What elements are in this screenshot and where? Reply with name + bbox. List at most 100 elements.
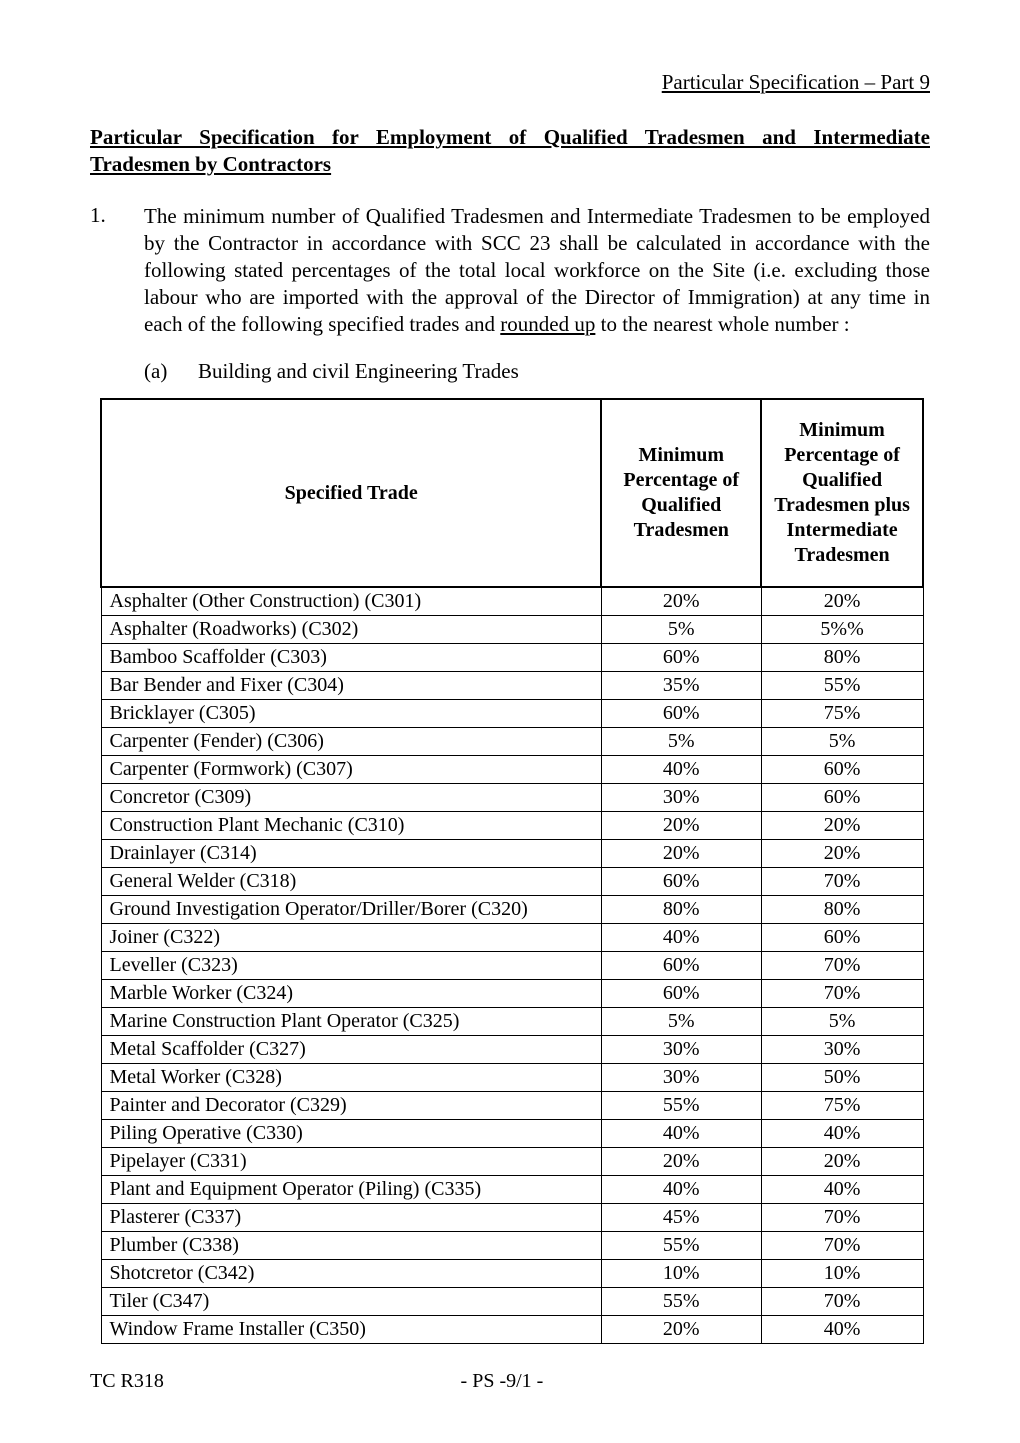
sub-item-a: (a) Building and civil Engineering Trade… [144, 359, 930, 384]
table-row: Tiler (C347)55%70% [101, 1288, 923, 1316]
trades-table: Specified Trade Minimum Percentage of Qu… [100, 398, 924, 1344]
trade-name-cell: Pipelayer (C331) [101, 1148, 601, 1176]
trade-name-cell: Metal Worker (C328) [101, 1064, 601, 1092]
col-header-trade: Specified Trade [101, 399, 601, 587]
paragraph-1: 1. The minimum number of Qualified Trade… [90, 203, 930, 337]
trade-name-cell: Window Frame Installer (C350) [101, 1316, 601, 1344]
min-qualified-cell: 60% [601, 644, 761, 672]
trade-name-cell: Bricklayer (C305) [101, 700, 601, 728]
table-row: Metal Scaffolder (C327)30%30% [101, 1036, 923, 1064]
min-qualified-plus-intermediate-cell: 5%% [761, 616, 923, 644]
sub-a-text: Building and civil Engineering Trades [198, 359, 930, 384]
footer-center: - PS -9/1 - [74, 1370, 930, 1393]
min-qualified-plus-intermediate-cell: 40% [761, 1176, 923, 1204]
table-row: Carpenter (Formwork) (C307)40%60% [101, 756, 923, 784]
page: Particular Specification – Part 9 Partic… [0, 0, 1020, 1443]
min-qualified-plus-intermediate-cell: 20% [761, 812, 923, 840]
min-qualified-cell: 5% [601, 616, 761, 644]
trade-name-cell: Concretor (C309) [101, 784, 601, 812]
min-qualified-cell: 40% [601, 1120, 761, 1148]
table-row: Metal Worker (C328)30%50% [101, 1064, 923, 1092]
trade-name-cell: Ground Investigation Operator/Driller/Bo… [101, 896, 601, 924]
min-qualified-cell: 55% [601, 1232, 761, 1260]
table-row: Construction Plant Mechanic (C310)20%20% [101, 812, 923, 840]
paragraph-1-number: 1. [90, 203, 144, 337]
min-qualified-cell: 5% [601, 728, 761, 756]
min-qualified-cell: 55% [601, 1288, 761, 1316]
table-row: Plant and Equipment Operator (Piling) (C… [101, 1176, 923, 1204]
min-qualified-plus-intermediate-cell: 30% [761, 1036, 923, 1064]
trade-name-cell: Marble Worker (C324) [101, 980, 601, 1008]
trade-name-cell: Plant and Equipment Operator (Piling) (C… [101, 1176, 601, 1204]
col-header-min-qualified-plus-intermediate: Minimum Percentage of Qualified Tradesme… [761, 399, 923, 587]
table-row: Asphalter (Other Construction) (C301)20%… [101, 587, 923, 616]
trade-name-cell: Marine Construction Plant Operator (C325… [101, 1008, 601, 1036]
min-qualified-plus-intermediate-cell: 20% [761, 1148, 923, 1176]
min-qualified-plus-intermediate-cell: 80% [761, 896, 923, 924]
min-qualified-cell: 35% [601, 672, 761, 700]
title-line1: Particular Specification for Employment … [90, 125, 930, 150]
min-qualified-cell: 20% [601, 1316, 761, 1344]
min-qualified-cell: 45% [601, 1204, 761, 1232]
trade-name-cell: Piling Operative (C330) [101, 1120, 601, 1148]
min-qualified-plus-intermediate-cell: 60% [761, 784, 923, 812]
table-row: Shotcretor (C342)10%10% [101, 1260, 923, 1288]
table-row: Plasterer (C337)45%70% [101, 1204, 923, 1232]
min-qualified-plus-intermediate-cell: 80% [761, 644, 923, 672]
min-qualified-cell: 60% [601, 980, 761, 1008]
min-qualified-plus-intermediate-cell: 5% [761, 1008, 923, 1036]
page-footer: TC R318 - PS -9/1 - [90, 1370, 930, 1393]
trade-name-cell: Carpenter (Formwork) (C307) [101, 756, 601, 784]
min-qualified-plus-intermediate-cell: 70% [761, 1288, 923, 1316]
table-header-row: Specified Trade Minimum Percentage of Qu… [101, 399, 923, 587]
min-qualified-plus-intermediate-cell: 60% [761, 924, 923, 952]
min-qualified-cell: 30% [601, 1064, 761, 1092]
trade-name-cell: Carpenter (Fender) (C306) [101, 728, 601, 756]
table-row: Piling Operative (C330)40%40% [101, 1120, 923, 1148]
table-row: Concretor (C309)30%60% [101, 784, 923, 812]
table-row: Window Frame Installer (C350)20%40% [101, 1316, 923, 1344]
min-qualified-plus-intermediate-cell: 70% [761, 980, 923, 1008]
min-qualified-cell: 20% [601, 812, 761, 840]
min-qualified-plus-intermediate-cell: 70% [761, 1232, 923, 1260]
min-qualified-plus-intermediate-cell: 50% [761, 1064, 923, 1092]
min-qualified-plus-intermediate-cell: 70% [761, 868, 923, 896]
min-qualified-plus-intermediate-cell: 55% [761, 672, 923, 700]
trade-name-cell: Construction Plant Mechanic (C310) [101, 812, 601, 840]
min-qualified-cell: 40% [601, 1176, 761, 1204]
min-qualified-plus-intermediate-cell: 60% [761, 756, 923, 784]
min-qualified-plus-intermediate-cell: 70% [761, 952, 923, 980]
table-row: Plumber (C338)55%70% [101, 1232, 923, 1260]
min-qualified-cell: 80% [601, 896, 761, 924]
trade-name-cell: Joiner (C322) [101, 924, 601, 952]
trade-name-cell: Asphalter (Roadworks) (C302) [101, 616, 601, 644]
table-row: Asphalter (Roadworks) (C302)5%5%% [101, 616, 923, 644]
title-line2: Tradesmen by Contractors [90, 152, 930, 177]
table-row: Painter and Decorator (C329)55%75% [101, 1092, 923, 1120]
min-qualified-plus-intermediate-cell: 75% [761, 700, 923, 728]
trade-name-cell: Drainlayer (C314) [101, 840, 601, 868]
para1-underlined: rounded up [500, 312, 595, 336]
trade-name-cell: Painter and Decorator (C329) [101, 1092, 601, 1120]
trade-name-cell: Shotcretor (C342) [101, 1260, 601, 1288]
min-qualified-plus-intermediate-cell: 10% [761, 1260, 923, 1288]
para1-text-after: to the nearest whole number : [595, 312, 849, 336]
trades-tbody: Asphalter (Other Construction) (C301) 20%… [101, 587, 923, 1344]
min-qualified-plus-intermediate-cell: 40% [761, 1120, 923, 1148]
col-header-min-qualified: Minimum Percentage of Qualified Tradesme… [601, 399, 761, 587]
min-qualified-cell: 20% [601, 1148, 761, 1176]
table-row: Carpenter (Fender) (C306)5%5% [101, 728, 923, 756]
sub-a-label: (a) [144, 359, 198, 384]
min-qualified-plus-intermediate-cell: 70% [761, 1204, 923, 1232]
min-qualified-plus-intermediate-cell: 5% [761, 728, 923, 756]
trade-name-cell: Asphalter (Other Construction) (C301) [101, 587, 601, 616]
table-row: Drainlayer (C314)20%20% [101, 840, 923, 868]
paragraph-1-body: The minimum number of Qualified Tradesme… [144, 203, 930, 337]
min-qualified-cell: 40% [601, 756, 761, 784]
min-qualified-cell: 60% [601, 868, 761, 896]
min-qualified-plus-intermediate-cell: 75% [761, 1092, 923, 1120]
table-row: Ground Investigation Operator/Driller/Bo… [101, 896, 923, 924]
min-qualified-cell: 10% [601, 1260, 761, 1288]
header-right: Particular Specification – Part 9 [90, 70, 930, 95]
min-qualified-cell: 55% [601, 1092, 761, 1120]
